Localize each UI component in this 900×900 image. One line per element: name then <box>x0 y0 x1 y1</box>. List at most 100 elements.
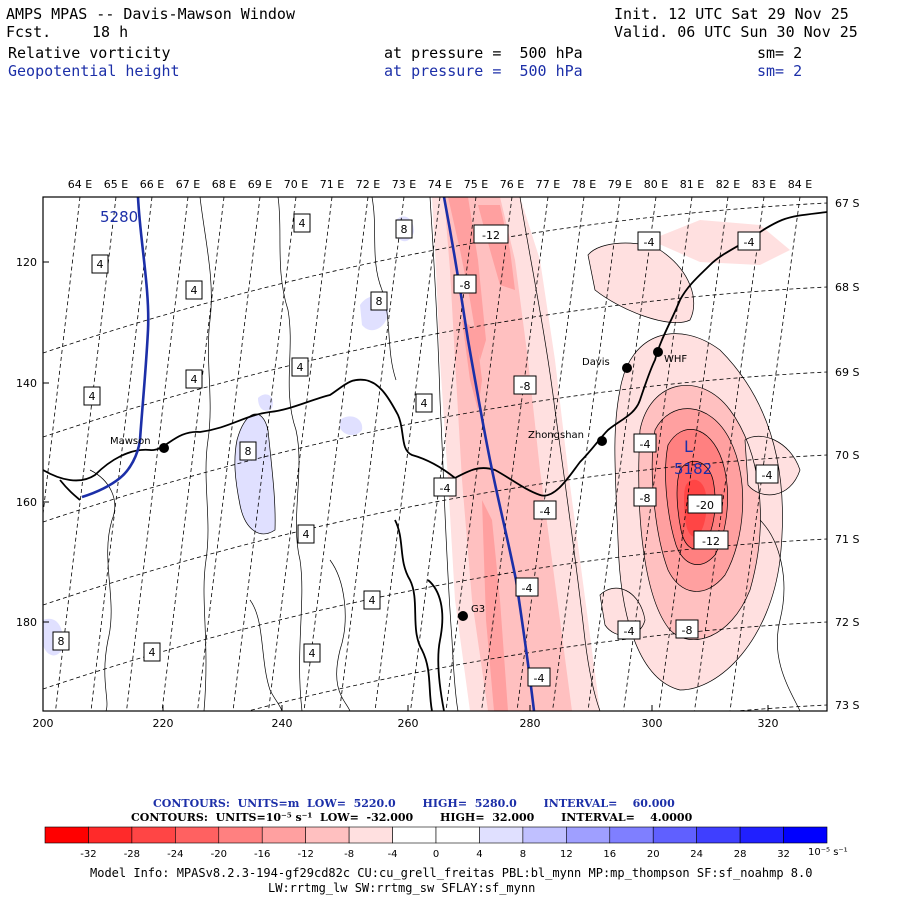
svg-text:4: 4 <box>191 373 198 386</box>
height-contour-info: CONTOURS: UNITS=m LOW= 5220.0 HIGH= 5280… <box>153 797 675 810</box>
svg-text:4: 4 <box>369 594 376 607</box>
svg-text:8: 8 <box>401 223 408 236</box>
svg-text:8: 8 <box>58 635 65 648</box>
svg-text:4: 4 <box>297 361 304 374</box>
meridian-line <box>339 197 405 711</box>
svg-text:-12: -12 <box>482 229 500 242</box>
label-n8-c: -8 <box>633 487 657 507</box>
svg-text:4: 4 <box>421 397 428 410</box>
label-n8-b: -8 <box>513 375 537 395</box>
label-4-e: 4 <box>291 357 309 377</box>
colorbar: -32 -28 -24 -20 -16 -12 -8 -4 0 4 8 12 16 20 24 28 32 10… <box>44 826 848 860</box>
svg-text:8: 8 <box>376 295 383 308</box>
colorbar-cells <box>44 826 828 844</box>
field-1-smoothing: sm= 2 <box>757 44 803 62</box>
label-n4-b: -4 <box>533 500 557 520</box>
lon-label: 81 E <box>680 178 704 191</box>
x-tick-label: 260 <box>398 717 419 730</box>
y-axis: 120 140 160 180 <box>16 256 49 629</box>
colorbar-cell <box>175 826 220 844</box>
colorbar-cell <box>348 826 393 844</box>
meridian-line <box>43 197 81 518</box>
colorbar-label: -28 <box>124 849 140 860</box>
svg-text:Davis: Davis <box>582 357 610 368</box>
colorbar-label: -16 <box>254 849 270 860</box>
meridian-line <box>587 197 657 711</box>
colorbar-cell <box>261 826 306 844</box>
label-4-h: 4 <box>297 524 315 544</box>
parallel-line <box>43 202 827 354</box>
lon-label: 64 E <box>68 178 92 191</box>
colorbar-label: 28 <box>734 849 747 860</box>
station-mawson: Mawson <box>110 436 169 453</box>
colorbar-label: 0 <box>433 849 439 860</box>
label-n12-b: -12 <box>693 530 729 550</box>
lon-label: 78 E <box>572 178 596 191</box>
label-n4-d: -4 <box>527 667 551 687</box>
label-4-b: 4 <box>185 280 203 300</box>
label-n4-c: -4 <box>515 577 539 597</box>
label-n4-f: -4 <box>737 231 761 251</box>
parallel-line <box>732 704 827 711</box>
map-frame <box>42 196 828 712</box>
meridian-line <box>55 197 117 711</box>
colorbar-cell <box>131 826 176 844</box>
height-label-5280: 5280 <box>100 208 138 226</box>
lat-label: 72 S <box>835 616 859 629</box>
field-2-name: Geopotential height <box>8 62 180 80</box>
meridian-line <box>161 197 225 711</box>
label-8-b: 8 <box>370 291 388 311</box>
svg-text:4: 4 <box>299 217 306 230</box>
meridian-line <box>623 197 693 711</box>
longitude-labels: 64 E 65 E 66 E 67 E 68 E 69 E 70 E 71 E … <box>68 178 812 191</box>
svg-text:-8: -8 <box>460 279 471 292</box>
lat-label: 67 S <box>835 197 859 210</box>
lon-label: 65 E <box>104 178 128 191</box>
model-info-line-1: Model Info: MPASv8.2.3-194-gf29cd82c CU:… <box>90 866 813 880</box>
colorbar-label: 16 <box>603 849 616 860</box>
svg-text:-4: -4 <box>540 505 551 518</box>
lon-label: 83 E <box>752 178 776 191</box>
colorbar-label: 24 <box>690 849 703 860</box>
low-center-letter: L <box>684 437 693 456</box>
label-n8-d: -8 <box>675 619 699 639</box>
svg-text:4: 4 <box>191 284 198 297</box>
lat-label: 69 S <box>835 366 859 379</box>
svg-text:-12: -12 <box>702 535 720 548</box>
meridian-line <box>481 197 549 711</box>
x-axis: 200 220 240 260 280 300 320 <box>33 705 779 730</box>
station-zhongshan: Zhongshan <box>528 430 607 446</box>
x-tick-label: 220 <box>153 717 174 730</box>
colorbar-cell <box>88 826 133 844</box>
svg-text:WHF: WHF <box>664 354 687 365</box>
meridian-line <box>126 197 189 711</box>
lon-label: 75 E <box>464 178 488 191</box>
lon-label: 74 E <box>428 178 452 191</box>
label-n4-e: -4 <box>637 231 661 251</box>
colorbar-label: -12 <box>297 849 313 860</box>
svg-text:-4: -4 <box>644 236 655 249</box>
y-tick-label: 160 <box>16 496 37 509</box>
lon-label: 79 E <box>608 178 632 191</box>
plot-title: AMPS MPAS -- Davis-Mawson Window <box>6 5 295 23</box>
x-tick-label: 200 <box>33 717 54 730</box>
label-4-d: 4 <box>185 369 203 389</box>
label-4-f: 4 <box>83 386 101 406</box>
lon-label: 84 E <box>788 178 812 191</box>
colorbar-cell <box>739 826 784 844</box>
contour-labels: 4 4 4 4 4 4 4 4 4 4 4 8 8 8 8 -12 -8 -8 … <box>52 213 779 687</box>
svg-text:-4: -4 <box>534 672 545 685</box>
label-n4-h: -4 <box>755 464 779 484</box>
colorbar-cell <box>522 826 567 844</box>
y-tick-label: 120 <box>16 256 37 269</box>
meridian-line <box>197 197 261 711</box>
colorbar-cell <box>609 826 654 844</box>
lon-label: 76 E <box>500 178 524 191</box>
svg-text:4: 4 <box>149 646 156 659</box>
station-whf: WHF <box>653 347 687 365</box>
svg-text:4: 4 <box>303 528 310 541</box>
colorbar-label: -8 <box>344 849 354 860</box>
label-n4-i: -4 <box>617 620 641 640</box>
svg-text:Zhongshan: Zhongshan <box>528 430 584 441</box>
lon-label: 67 E <box>176 178 200 191</box>
